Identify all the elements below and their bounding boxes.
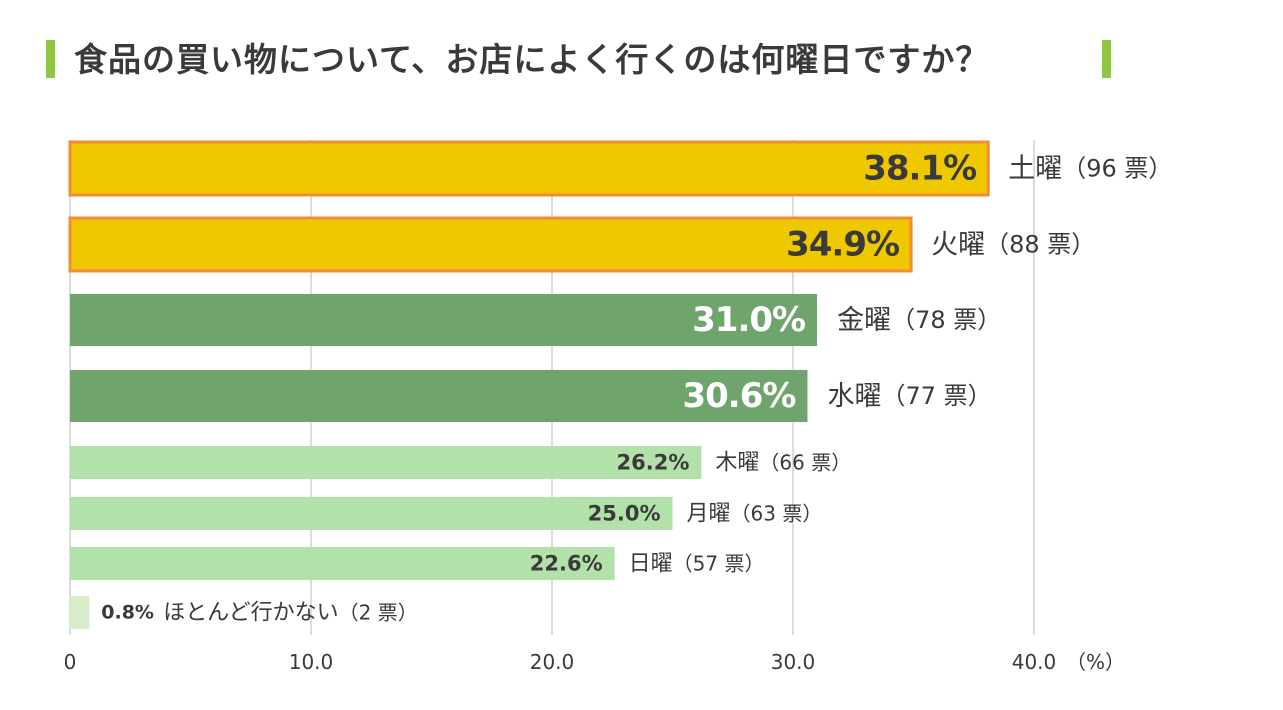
value-label: 25.0%: [588, 502, 661, 526]
category-label: 水曜（77 票）: [827, 381, 991, 412]
vote-count: （78 票）: [891, 306, 1001, 334]
x-tick-label: 40.0: [1012, 650, 1057, 674]
category-name: 金曜: [837, 305, 891, 336]
chart-title-block: 食品の買い物について、お店によく行くのは何曜日ですか？: [46, 38, 1116, 82]
category-label: ほとんど行かない（2 票）: [163, 600, 417, 625]
bar-水曜: [70, 370, 808, 422]
vote-count: （96 票）: [1062, 155, 1172, 183]
category-name: 水曜: [827, 381, 881, 412]
bar-木曜: [70, 446, 702, 479]
vote-count: （63 票）: [731, 502, 823, 526]
category-name: 火曜: [931, 229, 985, 260]
value-label: 0.8%: [101, 602, 154, 624]
category-label: 金曜（78 票）: [837, 305, 1001, 336]
category-name: 日曜: [629, 551, 673, 576]
value-label: 26.2%: [617, 451, 690, 475]
vote-count: （2 票）: [339, 601, 418, 625]
bar-金曜: [70, 294, 818, 346]
vote-count: （77 票）: [881, 382, 991, 410]
category-label: 土曜（96 票）: [1008, 153, 1172, 184]
title-accent-left: [46, 40, 55, 78]
bar-土曜: [68, 140, 990, 197]
category-label: 日曜（57 票）: [629, 551, 765, 576]
category-name: 土曜: [1008, 153, 1062, 184]
category-label: 火曜（88 票）: [931, 229, 1095, 260]
chart-title: 食品の買い物について、お店によく行くのは何曜日ですか？: [74, 40, 990, 79]
category-name: 月曜: [687, 501, 731, 526]
x-tick-label: 0: [64, 650, 77, 674]
category-label: 月曜（63 票）: [687, 501, 823, 526]
vote-count: （66 票）: [759, 451, 851, 475]
vote-count: （88 票）: [985, 231, 1095, 259]
value-label: 22.6%: [530, 552, 603, 576]
bar-日曜: [70, 547, 615, 580]
x-tick-label: 20.0: [530, 650, 575, 674]
value-label: 31.0%: [692, 300, 805, 340]
title-accent-right: [1102, 40, 1111, 78]
x-unit-label: （%）: [1066, 650, 1125, 674]
vote-count: （57 票）: [673, 552, 765, 576]
bar-月曜: [70, 497, 673, 530]
value-label: 34.9%: [786, 225, 899, 265]
category-label: 木曜（66 票）: [715, 450, 851, 475]
x-tick-label: 30.0: [771, 650, 816, 674]
category-name: 木曜: [715, 450, 759, 475]
bar-ほとんど行かない: [70, 596, 90, 629]
category-name: ほとんど行かない: [163, 600, 338, 625]
x-tick-label: 10.0: [289, 650, 334, 674]
bar-火曜: [68, 216, 913, 273]
value-label: 38.1%: [863, 149, 976, 189]
value-label: 30.6%: [682, 376, 795, 416]
